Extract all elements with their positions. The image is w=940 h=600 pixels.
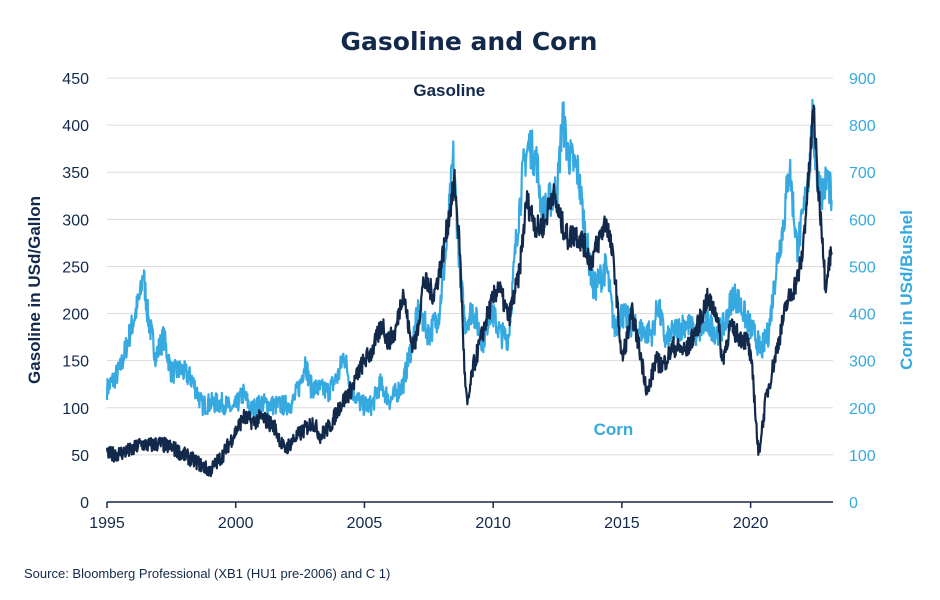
series-labels: Corn Gasoline bbox=[413, 81, 633, 439]
right-tick-label: 900 bbox=[849, 71, 876, 88]
x-tick-label: 2000 bbox=[218, 515, 254, 532]
left-tick-label: 0 bbox=[80, 495, 89, 512]
right-axis-ticks: 0 100 200 300 400 500 600 700 800 900 bbox=[849, 71, 876, 512]
left-axis-label: Gasoline in USd/Gallon bbox=[25, 196, 44, 384]
left-tick-label: 150 bbox=[62, 354, 89, 371]
left-tick-label: 400 bbox=[62, 118, 89, 135]
right-tick-label: 400 bbox=[849, 307, 876, 324]
x-tick-label: 2015 bbox=[604, 515, 640, 532]
right-tick-label: 800 bbox=[849, 118, 876, 135]
series-line-corn bbox=[105, 98, 833, 419]
right-tick-label: 700 bbox=[849, 165, 876, 182]
right-tick-label: 500 bbox=[849, 259, 876, 276]
left-tick-label: 100 bbox=[62, 401, 89, 418]
right-tick-label: 100 bbox=[849, 448, 876, 465]
x-tick-label: 1995 bbox=[89, 515, 125, 532]
x-tick-label: 2010 bbox=[475, 515, 511, 532]
series-label-gasoline: Gasoline bbox=[413, 81, 485, 100]
x-axis-ticks: 1995 2000 2005 2010 2015 2020 bbox=[89, 502, 769, 532]
left-axis-ticks: 0 50 100 150 200 250 300 350 400 450 bbox=[62, 71, 89, 512]
left-tick-label: 250 bbox=[62, 259, 89, 276]
source-note: Source: Bloomberg Professional (XB1 (HU1… bbox=[24, 566, 390, 581]
right-tick-label: 600 bbox=[849, 212, 876, 229]
left-tick-label: 50 bbox=[71, 448, 89, 465]
left-tick-label: 300 bbox=[62, 212, 89, 229]
series-lines bbox=[105, 98, 833, 478]
right-tick-label: 0 bbox=[849, 495, 858, 512]
chart-title: Gasoline and Corn bbox=[341, 27, 598, 56]
left-tick-label: 450 bbox=[62, 71, 89, 88]
left-tick-label: 200 bbox=[62, 307, 89, 324]
right-tick-label: 300 bbox=[849, 354, 876, 371]
left-tick-label: 350 bbox=[62, 165, 89, 182]
x-tick-label: 2020 bbox=[733, 515, 769, 532]
right-axis-label: Corn in USd/Bushel bbox=[897, 210, 916, 370]
x-tick-label: 2005 bbox=[347, 515, 383, 532]
series-line-gasoline bbox=[105, 104, 833, 478]
right-tick-label: 200 bbox=[849, 401, 876, 418]
series-label-corn: Corn bbox=[594, 420, 634, 439]
